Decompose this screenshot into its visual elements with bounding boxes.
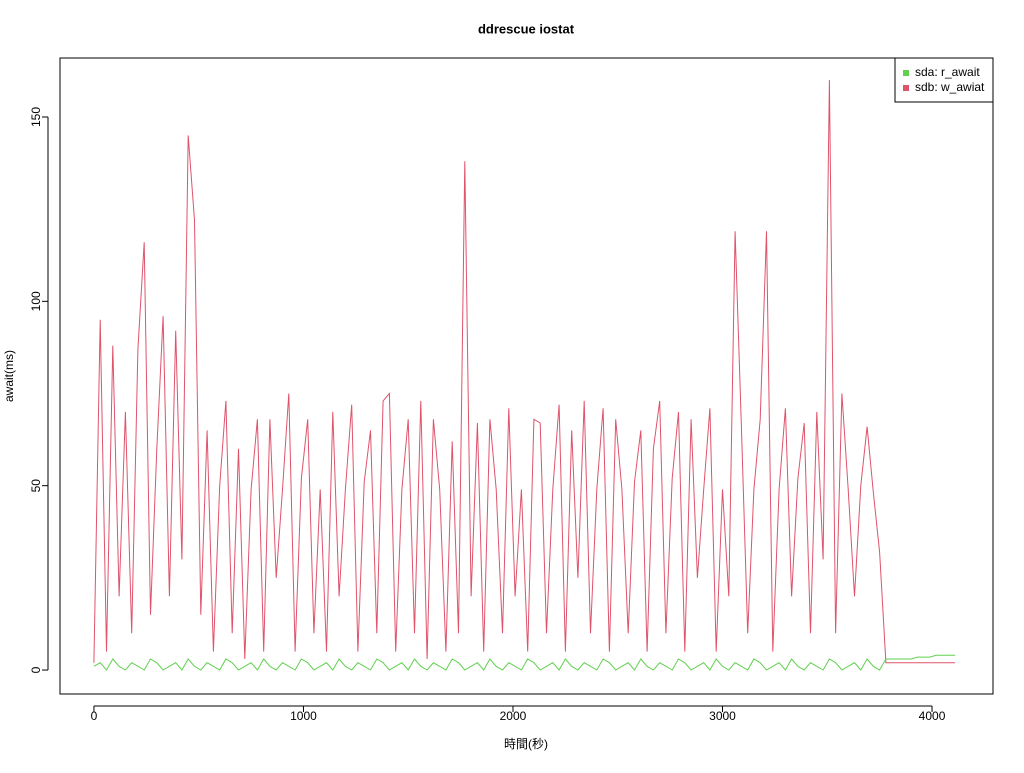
y-tick-label: 100: [29, 291, 43, 311]
data-line: [93, 654, 956, 671]
x-tick-label: 0: [91, 709, 98, 723]
x-tick-label: 3000: [709, 709, 736, 723]
legend-box: [894, 57, 994, 103]
legend-label: sdb: w_awiat: [915, 80, 985, 94]
legend-label: sda: r_await: [915, 65, 980, 79]
y-tick-label: 150: [29, 107, 43, 127]
x-tick-label: 4000: [919, 709, 946, 723]
plot-box: [59, 57, 994, 695]
x-tick-label: 2000: [500, 709, 527, 723]
x-tick-label: 1000: [290, 709, 317, 723]
y-tick-label: 0: [29, 666, 43, 673]
legend-swatch: [903, 70, 909, 76]
chart-title: ddrescue iostat: [478, 21, 575, 36]
legend-swatch: [903, 85, 909, 91]
x-axis-label: 時間(秒): [504, 737, 548, 751]
y-axis-label: await(ms): [2, 350, 16, 402]
y-tick-label: 50: [29, 479, 43, 493]
data-line: [93, 80, 956, 664]
